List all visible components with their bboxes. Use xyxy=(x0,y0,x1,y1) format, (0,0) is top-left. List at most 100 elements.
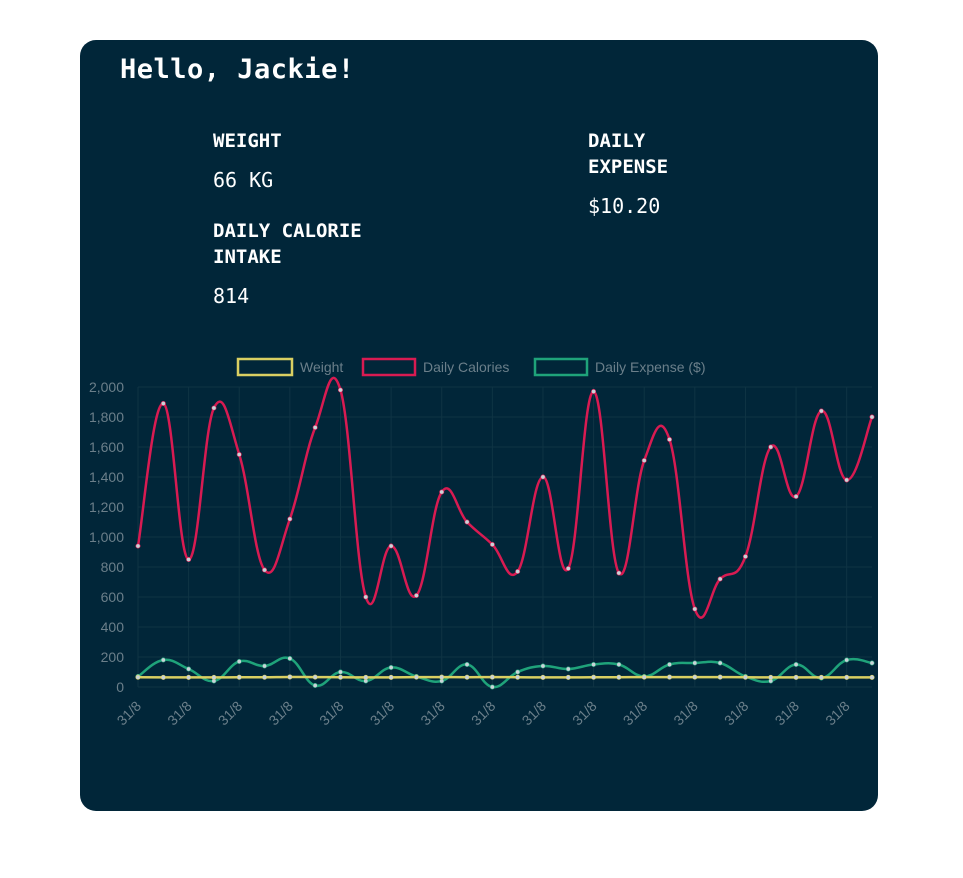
point-weight xyxy=(667,674,673,680)
point-weight xyxy=(616,674,622,680)
expense-label: DAILY EXPENSE xyxy=(588,130,669,178)
point-weight xyxy=(287,674,293,680)
point-weight xyxy=(464,674,470,680)
point-weight xyxy=(337,674,343,680)
point-daily-calories xyxy=(692,606,698,612)
point-daily-calories xyxy=(641,458,647,464)
point-daily-calories xyxy=(413,593,419,599)
point-weight xyxy=(388,674,394,680)
series-line-daily-calories xyxy=(136,376,874,619)
point-daily-calories xyxy=(236,452,242,458)
y-tick-label: 600 xyxy=(101,589,125,605)
point-weight xyxy=(160,674,166,680)
point-daily-expense xyxy=(489,684,495,690)
weight-value: 66 KG xyxy=(213,168,274,192)
legend-label-daily-calories: Daily Calories xyxy=(423,359,509,375)
point-daily-calories xyxy=(818,408,824,414)
point-weight xyxy=(591,674,597,680)
x-tick-label: 31/8 xyxy=(772,698,803,729)
point-daily-expense xyxy=(793,661,799,667)
point-weight xyxy=(540,674,546,680)
weight-label: WEIGHT xyxy=(213,130,282,152)
x-tick-label: 31/8 xyxy=(721,698,752,729)
point-daily-expense xyxy=(160,657,166,663)
point-weight xyxy=(439,674,445,680)
point-daily-calories xyxy=(742,554,748,560)
x-tick-label: 31/8 xyxy=(569,698,600,729)
point-daily-calories xyxy=(667,437,673,443)
point-weight xyxy=(413,674,419,680)
x-tick-label: 31/8 xyxy=(620,698,651,729)
point-daily-expense xyxy=(262,663,268,669)
legend-swatch-weight xyxy=(236,357,294,377)
x-tick-label: 31/8 xyxy=(468,698,499,729)
y-tick-label: 400 xyxy=(101,619,125,635)
point-daily-calories xyxy=(363,594,369,600)
point-weight xyxy=(211,674,217,680)
gridlines xyxy=(137,386,872,688)
point-daily-calories xyxy=(211,405,217,411)
point-daily-expense xyxy=(312,682,318,688)
point-daily-calories xyxy=(464,519,470,525)
point-daily-expense xyxy=(236,658,242,664)
series-line-daily-expense xyxy=(137,656,873,689)
point-daily-expense xyxy=(616,661,622,667)
x-tick-label: 31/8 xyxy=(367,698,398,729)
point-daily-expense xyxy=(591,661,597,667)
expense-value: $10.20 xyxy=(588,194,661,218)
point-daily-calories xyxy=(489,542,495,548)
point-weight xyxy=(565,674,571,680)
point-daily-expense xyxy=(869,660,875,666)
point-daily-expense xyxy=(692,660,698,666)
point-daily-calories xyxy=(186,557,192,563)
line-chart: 0 200 400 600 800 1,000 1,200 1,400 1,600 1,800 2,… xyxy=(89,357,875,729)
point-daily-calories xyxy=(337,387,343,393)
point-daily-expense xyxy=(464,661,470,667)
point-daily-expense xyxy=(667,661,673,667)
point-weight xyxy=(236,674,242,680)
x-tick-label: 31/8 xyxy=(164,698,195,729)
point-daily-calories xyxy=(793,494,799,500)
point-weight xyxy=(717,674,723,680)
y-tick-label: 1,600 xyxy=(89,439,124,455)
point-daily-expense xyxy=(717,660,723,666)
point-daily-calories xyxy=(312,425,318,431)
y-tick-label: 0 xyxy=(116,679,124,695)
point-weight xyxy=(742,674,748,680)
point-daily-calories xyxy=(717,576,723,582)
point-weight xyxy=(135,674,141,680)
legend-label-weight: Weight xyxy=(300,359,343,375)
point-daily-expense xyxy=(337,669,343,675)
legend-label-daily-expense: Daily Expense ($) xyxy=(595,359,706,375)
greeting-title: Hello, Jackie! xyxy=(120,54,355,85)
point-daily-calories xyxy=(591,388,597,394)
y-tick-label: 1,200 xyxy=(89,499,124,515)
weight-stat: WEIGHT 66 KG xyxy=(213,128,282,192)
point-weight xyxy=(869,674,875,680)
legend-swatch-daily-calories xyxy=(361,357,417,377)
point-daily-calories xyxy=(515,569,521,575)
x-tick-label: 31/8 xyxy=(519,698,550,729)
calorie-label: DAILY CALORIE INTAKE xyxy=(213,220,362,268)
point-weight xyxy=(844,674,850,680)
dashboard-card: Hello, Jackie! WEIGHT 66 KG DAILY CALORI… xyxy=(80,40,878,811)
calorie-stat: DAILY CALORIE INTAKE 814 xyxy=(213,218,413,308)
point-daily-calories xyxy=(439,489,445,495)
x-tick-label: 31/8 xyxy=(215,698,246,729)
y-tick-label: 1,000 xyxy=(89,529,124,545)
point-weight xyxy=(489,674,495,680)
y-tick-label: 2,000 xyxy=(89,379,124,395)
point-weight xyxy=(363,674,369,680)
x-tick-label: 31/8 xyxy=(265,698,296,729)
point-daily-expense xyxy=(388,664,394,670)
y-tick-label: 800 xyxy=(101,559,125,575)
x-tick-label: 31/8 xyxy=(822,698,853,729)
expense-stat: DAILY EXPENSE $10.20 xyxy=(588,128,708,218)
point-weight xyxy=(186,674,192,680)
point-daily-expense xyxy=(287,655,293,661)
point-daily-calories xyxy=(135,543,141,549)
point-daily-calories xyxy=(160,400,166,406)
point-daily-calories xyxy=(287,516,293,522)
x-tick-label: 31/8 xyxy=(316,698,347,729)
y-tick-label: 1,800 xyxy=(89,409,124,425)
